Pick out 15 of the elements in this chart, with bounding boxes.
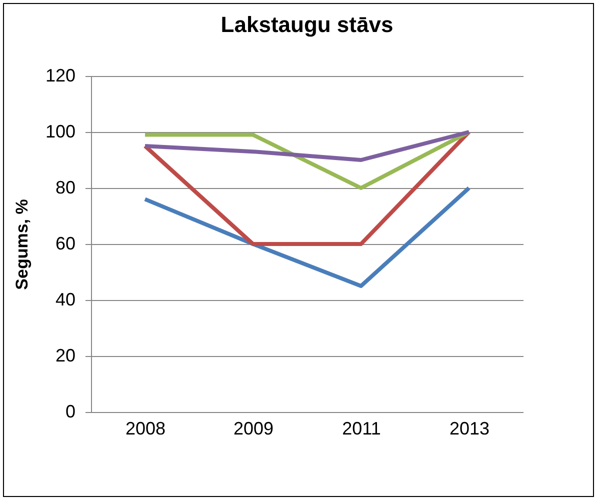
y-tick-label: 60	[55, 234, 76, 254]
y-tick-label: 40	[55, 290, 76, 310]
chart-title: Lakstaugu stāvs	[220, 12, 394, 37]
x-tick-label: 2009	[233, 418, 274, 438]
line-series	[143, 186, 471, 288]
y-tick-label: 0	[65, 402, 76, 422]
y-axis-title: Segums, %	[12, 199, 32, 290]
y-tick-label: 80	[55, 178, 76, 198]
x-tick-label: 2013	[449, 418, 490, 438]
x-tick-label: 2011	[342, 418, 381, 438]
y-tick-label: 20	[55, 346, 76, 366]
x-tick-label: 2008	[125, 418, 166, 438]
line-series	[143, 130, 471, 162]
y-tick-label: 120	[45, 66, 76, 86]
y-tick-label: 100	[45, 122, 76, 142]
